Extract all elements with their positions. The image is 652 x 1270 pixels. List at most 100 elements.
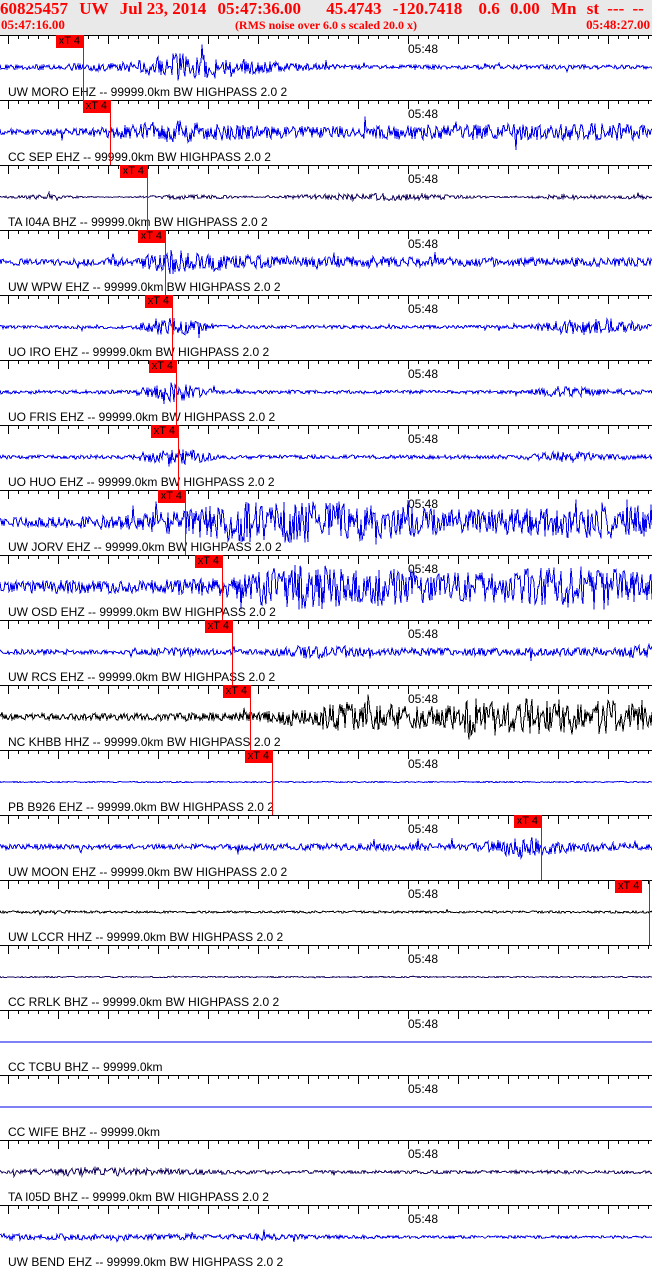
axis-tick-minor: [38, 230, 39, 234]
axis-tick-minor: [328, 425, 329, 429]
axis-tick-major: [208, 360, 209, 369]
event-origin-time: 05:47:36.00: [217, 0, 302, 18]
axis-time-label: 05:48: [408, 432, 439, 446]
axis-tick-minor: [118, 945, 119, 949]
axis-tick-minor: [178, 620, 179, 624]
axis-tick-minor: [598, 1075, 599, 1079]
axis-tick-minor: [88, 360, 89, 364]
phase-marker-line: [541, 815, 542, 880]
axis-tick-minor: [638, 1205, 639, 1209]
axis-tick-minor: [328, 1010, 329, 1014]
axis-tick-minor: [548, 880, 549, 884]
waveform[interactable]: [0, 109, 652, 155]
time-axis: [0, 750, 652, 759]
trace-row[interactable]: 05:48 UW WPW EHZ -- 99999.0km BW HIGHPASS…: [0, 230, 652, 295]
axis-tick-minor: [618, 1205, 619, 1209]
trace-row[interactable]: 05:48 UW LCCR HHZ -- 99999.0km BW HIGHPAS…: [0, 880, 652, 945]
axis-tick-minor: [378, 1205, 379, 1209]
axis-tick-minor: [298, 1010, 299, 1014]
axis-tick-minor: [368, 35, 369, 39]
axis-tick-minor: [128, 35, 129, 39]
trace-row[interactable]: 05:48 CC TCBU BHZ -- 99999.0km: [0, 1010, 652, 1075]
waveform[interactable]: [0, 824, 652, 870]
axis-tick-minor: [428, 1075, 429, 1079]
axis-tick-minor: [118, 815, 119, 819]
axis-tick-minor: [88, 165, 89, 169]
axis-tick-minor: [578, 815, 579, 819]
axis-tick-minor: [648, 685, 649, 689]
phase-marker-line: [232, 620, 233, 685]
axis-tick-minor: [488, 35, 489, 39]
trace-row[interactable]: 05:48 UW BEND EHZ -- 99999.0km BW HIGHPAS…: [0, 1205, 652, 1270]
trace-row[interactable]: 05:48 UW MORO EHZ -- 99999.0km BW HIGHPAS…: [0, 35, 652, 100]
trace-row[interactable]: 05:48 NC KHBB HHZ -- 99999.0km BW HIGHPAS…: [0, 685, 652, 750]
trace-row[interactable]: 05:48 UO HUO EHZ -- 99999.0km BW HIGHPASS…: [0, 425, 652, 490]
axis-tick-major: [508, 1205, 509, 1214]
axis-tick-minor: [538, 295, 539, 299]
axis-tick-minor: [398, 425, 399, 429]
waveform[interactable]: [0, 239, 652, 285]
waveform[interactable]: [0, 889, 652, 935]
trace-row[interactable]: 05:48 UW OSD EHZ -- 99999.0km BW HIGHPASS…: [0, 555, 652, 620]
axis-baseline: [0, 490, 652, 491]
axis-tick-minor: [578, 1140, 579, 1144]
waveform[interactable]: [0, 1019, 652, 1065]
axis-tick-minor: [148, 165, 149, 169]
axis-time-label: 05:48: [408, 562, 439, 576]
trace-row[interactable]: 05:48 CC RRLK BHZ -- 99999.0km BW HIGHPAS…: [0, 945, 652, 1010]
waveform[interactable]: [0, 564, 652, 610]
trace-row[interactable]: 05:48 CC SEP EHZ -- 99999.0km BW HIGHPASS…: [0, 100, 652, 165]
axis-tick-minor: [98, 815, 99, 819]
trace-row[interactable]: 05:48 PB B926 EHZ -- 99999.0km BW HIGHPAS…: [0, 750, 652, 815]
axis-tick-minor: [248, 815, 249, 819]
waveform[interactable]: [0, 174, 652, 220]
axis-tick-minor: [298, 555, 299, 559]
axis-tick-major: [208, 100, 209, 109]
axis-tick-minor: [378, 1140, 379, 1144]
waveform[interactable]: [0, 1214, 652, 1260]
axis-tick-major: [458, 230, 459, 239]
axis-tick-minor: [248, 295, 249, 299]
waveform[interactable]: [0, 759, 652, 805]
axis-tick-minor: [268, 620, 269, 624]
axis-tick-minor: [398, 165, 399, 169]
axis-tick-minor: [568, 815, 569, 819]
trace-row[interactable]: 05:48 UW RCS EHZ -- 99999.0km BW HIGHPASS…: [0, 620, 652, 685]
axis-tick-minor: [38, 1140, 39, 1144]
trace-row[interactable]: 05:48 UO IRO EHZ -- 99999.0km BW HIGHPASS…: [0, 295, 652, 360]
waveform[interactable]: [0, 694, 652, 740]
phase-marker-label: xT 4: [244, 750, 272, 763]
axis-tick-minor: [218, 815, 219, 819]
axis-tick-minor: [648, 555, 649, 559]
axis-tick-major: [158, 165, 159, 174]
axis-tick-minor: [98, 1205, 99, 1209]
axis-tick-major: [108, 295, 109, 304]
axis-tick-minor: [78, 295, 79, 299]
axis-tick-minor: [648, 360, 649, 364]
axis-tick-minor: [148, 35, 149, 39]
axis-tick-major: [308, 165, 309, 174]
trace-row[interactable]: 05:48 UO FRIS EHZ -- 99999.0km BW HIGHPAS…: [0, 360, 652, 425]
waveform[interactable]: [0, 44, 652, 90]
axis-tick-minor: [168, 815, 169, 819]
axis-tick-minor: [188, 685, 189, 689]
waveform[interactable]: [0, 954, 652, 1000]
waveform[interactable]: [0, 369, 652, 415]
trace-row[interactable]: 05:48 TA I05D BHZ -- 99999.0km BW HIGHPAS…: [0, 1140, 652, 1205]
waveform[interactable]: [0, 499, 652, 545]
trace-row[interactable]: 05:48 CC WIFE BHZ -- 99999.0km: [0, 1075, 652, 1140]
axis-tick-minor: [428, 360, 429, 364]
axis-tick-minor: [68, 230, 69, 234]
waveform[interactable]: [0, 629, 652, 675]
axis-tick-minor: [348, 35, 349, 39]
waveform[interactable]: [0, 434, 652, 480]
axis-tick-major: [258, 1205, 259, 1214]
axis-tick-minor: [538, 360, 539, 364]
axis-tick-minor: [278, 100, 279, 104]
trace-row[interactable]: 05:48 UW MOON EHZ -- 99999.0km BW HIGHPAS…: [0, 815, 652, 880]
trace-row[interactable]: 05:48 UW JORV EHZ -- 99999.0km BW HIGHPAS…: [0, 490, 652, 555]
waveform[interactable]: [0, 1084, 652, 1130]
waveform[interactable]: [0, 1149, 652, 1195]
trace-row[interactable]: 05:48 TA I04A BHZ -- 99999.0km BW HIGHPAS…: [0, 165, 652, 230]
waveform[interactable]: [0, 304, 652, 350]
